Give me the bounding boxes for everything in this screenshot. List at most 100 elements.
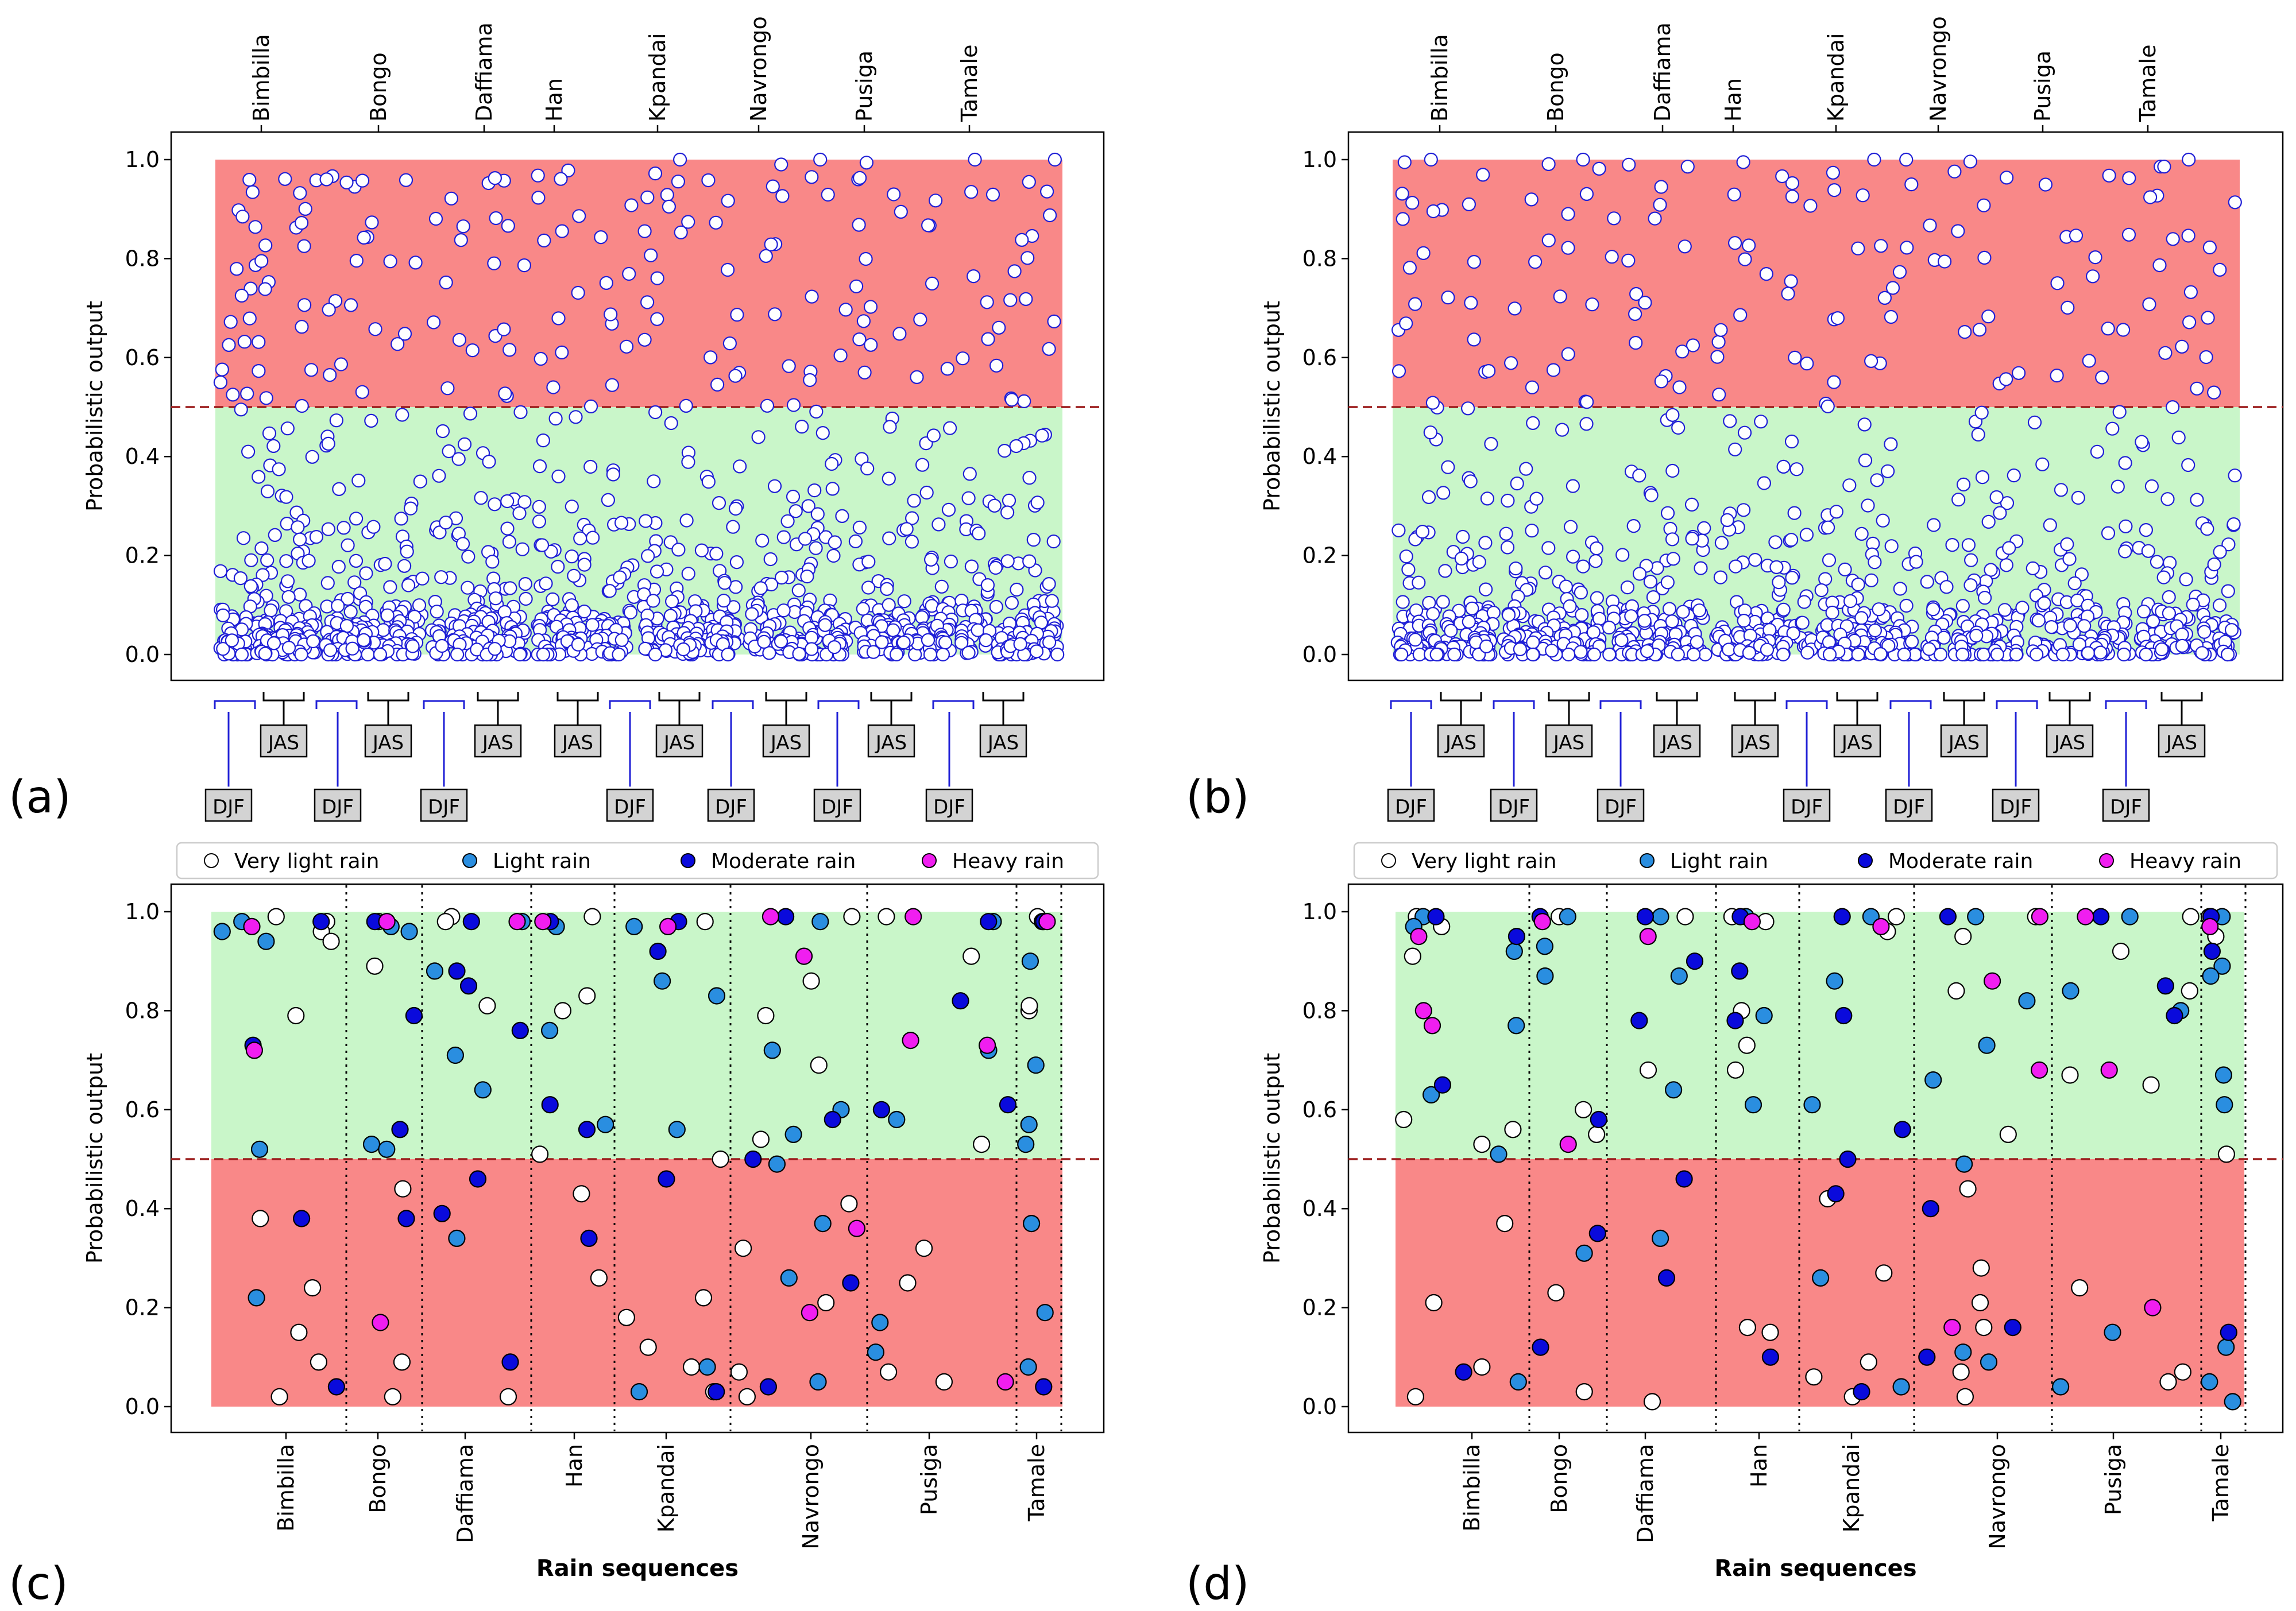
data-point-heavy-rain xyxy=(1410,927,1428,946)
jas-label: JAS xyxy=(770,731,802,754)
data-point xyxy=(815,425,830,440)
data-point xyxy=(2139,647,2153,662)
data-point-moderate-rain xyxy=(824,1110,841,1129)
data-point xyxy=(776,603,791,618)
data-point-very-light-rain xyxy=(1395,1110,1413,1129)
data-point xyxy=(821,187,835,202)
data-point xyxy=(465,343,480,358)
y-tick-label: 0.4 xyxy=(1302,444,1337,469)
data-point xyxy=(1897,647,1911,662)
data-point xyxy=(1579,187,1594,201)
data-point xyxy=(223,315,238,329)
data-point-heavy-rain xyxy=(905,908,922,925)
data-point xyxy=(1626,518,1641,533)
station-label: Daffiama xyxy=(471,22,497,122)
data-point-light-rain xyxy=(630,1383,648,1401)
data-point xyxy=(2112,405,2127,419)
data-point xyxy=(2200,521,2214,536)
data-point xyxy=(2015,601,2030,615)
legend-marker xyxy=(462,853,477,868)
data-point xyxy=(795,419,809,434)
data-point-light-rain xyxy=(1559,908,1576,925)
data-point-heavy-rain xyxy=(902,1031,919,1050)
data-point xyxy=(1728,442,1742,456)
data-point-very-light-rain xyxy=(478,997,496,1014)
data-point xyxy=(892,327,907,341)
data-point-moderate-rain xyxy=(1686,952,1704,970)
data-point xyxy=(803,373,817,388)
data-point xyxy=(532,459,547,474)
data-point xyxy=(395,408,409,422)
data-point xyxy=(1781,286,1795,301)
data-point xyxy=(451,452,466,466)
data-point xyxy=(1461,401,1475,416)
data-point xyxy=(1884,437,1898,451)
data-point xyxy=(1854,611,1869,625)
data-point xyxy=(619,339,634,354)
data-point xyxy=(1526,416,1540,431)
data-point xyxy=(252,335,266,349)
data-point xyxy=(801,499,815,513)
data-point xyxy=(1851,647,1865,662)
data-point xyxy=(2183,285,2198,299)
data-point xyxy=(1010,582,1024,597)
data-point xyxy=(864,338,878,352)
data-point xyxy=(1864,573,1878,587)
station-label: Tamale xyxy=(957,45,982,122)
station-label: Pusiga xyxy=(2101,1444,2126,1515)
djf-label-box xyxy=(314,788,362,822)
legend-label: Very light rain xyxy=(234,850,379,873)
data-point xyxy=(403,501,418,516)
data-point xyxy=(546,380,561,394)
data-point xyxy=(963,467,977,481)
data-point-light-rain xyxy=(784,1125,802,1144)
data-point-very-light-rain xyxy=(1639,1061,1657,1079)
data-point xyxy=(897,594,911,609)
data-point xyxy=(248,220,262,234)
data-point xyxy=(1977,198,1991,212)
data-point xyxy=(1851,577,1865,592)
data-point xyxy=(650,564,664,579)
data-point xyxy=(717,594,731,608)
data-point xyxy=(213,375,227,390)
data-point xyxy=(1004,393,1019,407)
jas-label-box xyxy=(979,724,1027,758)
data-point-very-light-rain xyxy=(757,1006,775,1025)
region-above-threshold xyxy=(1393,160,2240,407)
data-point xyxy=(488,642,502,656)
data-point-light-rain xyxy=(1670,967,1688,985)
data-point-very-light-rain xyxy=(1761,1323,1779,1341)
data-point xyxy=(775,189,790,203)
data-point-moderate-rain xyxy=(1630,1012,1648,1029)
data-point xyxy=(2181,458,2195,473)
data-point-moderate-rain xyxy=(469,1170,487,1188)
y-tick-label: 1.0 xyxy=(1302,899,1337,924)
data-point xyxy=(364,413,378,428)
data-point xyxy=(637,332,652,347)
data-point-moderate-rain xyxy=(1939,908,1957,925)
data-point xyxy=(2111,479,2125,494)
data-point-very-light-rain xyxy=(310,1353,328,1371)
panel-c: 0.0 0.2 0.4 0.6 0.8 1.0 Probabilistic output (c… xyxy=(9,842,1105,1610)
data-point-very-light-rain xyxy=(573,1185,590,1203)
data-point xyxy=(622,266,636,281)
data-point-light-rain xyxy=(2052,1378,2070,1396)
data-point xyxy=(2101,322,2115,336)
data-point xyxy=(2190,381,2204,396)
data-point xyxy=(1768,535,1783,549)
data-point xyxy=(923,552,938,567)
data-point xyxy=(280,574,295,588)
data-point-very-light-rain xyxy=(322,932,340,950)
data-point xyxy=(399,173,413,187)
legend-box xyxy=(1353,842,2278,880)
data-point xyxy=(2141,544,2155,558)
data-point xyxy=(992,320,1006,335)
data-point-moderate-rain xyxy=(1918,1348,1936,1366)
data-point xyxy=(1396,212,1410,226)
data-point xyxy=(2037,596,2051,610)
data-point xyxy=(1395,187,1409,201)
data-point xyxy=(980,295,994,309)
data-point xyxy=(1504,356,1518,370)
jas-label: JAS xyxy=(1660,731,1692,754)
data-point-light-rain xyxy=(474,1081,492,1099)
